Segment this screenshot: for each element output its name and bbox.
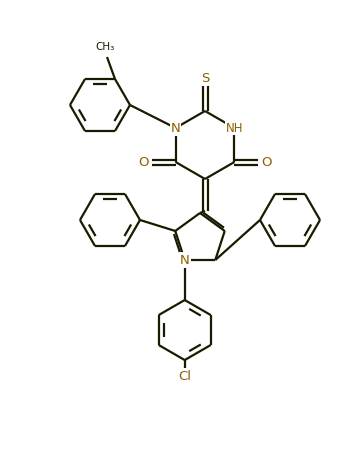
Text: N: N (171, 122, 180, 134)
Text: O: O (138, 155, 149, 169)
Text: NH: NH (226, 122, 243, 134)
Text: N: N (180, 254, 190, 266)
Text: CH₃: CH₃ (95, 42, 114, 52)
Text: Cl: Cl (178, 370, 191, 382)
Text: O: O (261, 155, 272, 169)
Text: S: S (201, 72, 209, 85)
